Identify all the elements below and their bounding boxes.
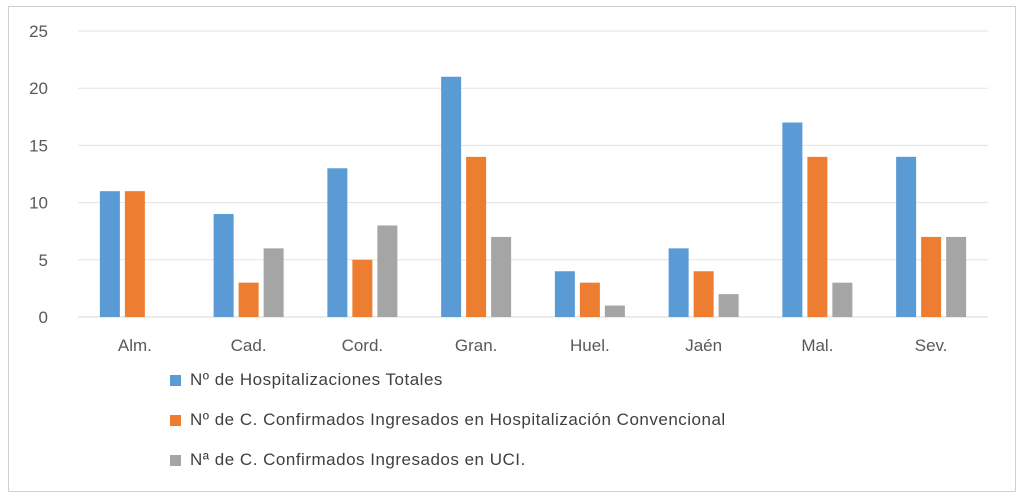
legend-label-series-3: Nª de C. Confirmados Ingresados en UCI. [190,450,526,469]
bar-series-2-Gran. [466,156,487,317]
legend-swatch-series-3 [170,454,181,466]
legend-item-series-3: Nª de C. Confirmados Ingresados en UCI. [170,450,726,470]
y-axis: 0 5 10 15 20 25 [29,22,48,327]
y-tick-label: 15 [29,136,48,155]
bar-series-2-Jaén [693,271,714,317]
bar-series-1-Alm. [99,191,120,317]
x-tick-label: Gran. [455,336,498,355]
x-tick-label: Huel. [570,336,610,355]
bar-series-3-Mal. [832,282,853,317]
x-tick-label: Cad. [231,336,267,355]
y-tick-label: 25 [29,22,48,41]
bar-series-2-Huel. [579,282,600,317]
legend: Nº de Hospitalizaciones Totales Nº de C.… [170,370,726,490]
x-tick-label: Alm. [118,336,152,355]
x-tick-label: Sev. [915,336,948,355]
bar-chart: 0 5 10 15 20 25 Alm. Cad. Cord. Gran. Huel. Jaén Ma… [29,22,988,355]
y-tick-label: 5 [39,251,48,270]
bar-series-1-Jaén [668,248,689,317]
bars [99,76,967,318]
legend-swatch-series-1 [170,374,181,386]
x-axis: Alm. Cad. Cord. Gran. Huel. Jaén Mal. Sev. [118,336,948,355]
bar-series-1-Sev. [896,156,917,317]
bar-series-2-Sev. [921,236,942,317]
y-tick-label: 10 [29,194,48,213]
bar-series-1-Gran. [441,76,462,317]
x-tick-label: Jaén [685,336,722,355]
legend-swatch-series-2 [170,414,181,426]
bar-series-2-Cad. [238,282,259,317]
bar-series-3-Sev. [946,236,967,317]
legend-item-series-2: Nº de C. Confirmados Ingresados en Hospi… [170,410,726,430]
bar-series-1-Cad. [213,214,234,317]
bar-series-3-Cord. [377,225,398,317]
x-tick-label: Cord. [342,336,384,355]
bar-series-1-Mal. [782,122,803,318]
y-tick-label: 0 [39,308,48,327]
bar-series-3-Jaén [718,294,739,317]
legend-label-series-2: Nº de C. Confirmados Ingresados en Hospi… [190,410,726,429]
x-tick-label: Mal. [801,336,833,355]
bar-series-3-Gran. [491,236,512,317]
bar-series-3-Cad. [263,248,284,317]
bar-series-2-Alm. [124,191,145,317]
legend-label-series-1: Nº de Hospitalizaciones Totales [190,370,443,389]
bar-series-1-Huel. [554,271,575,317]
bar-series-1-Cord. [327,168,348,317]
y-tick-label: 20 [29,79,48,98]
bar-series-2-Cord. [352,259,373,317]
legend-item-series-1: Nº de Hospitalizaciones Totales [170,370,726,390]
chart-frame [8,6,1016,492]
bar-series-3-Huel. [604,305,625,317]
bar-series-2-Mal. [807,156,828,317]
